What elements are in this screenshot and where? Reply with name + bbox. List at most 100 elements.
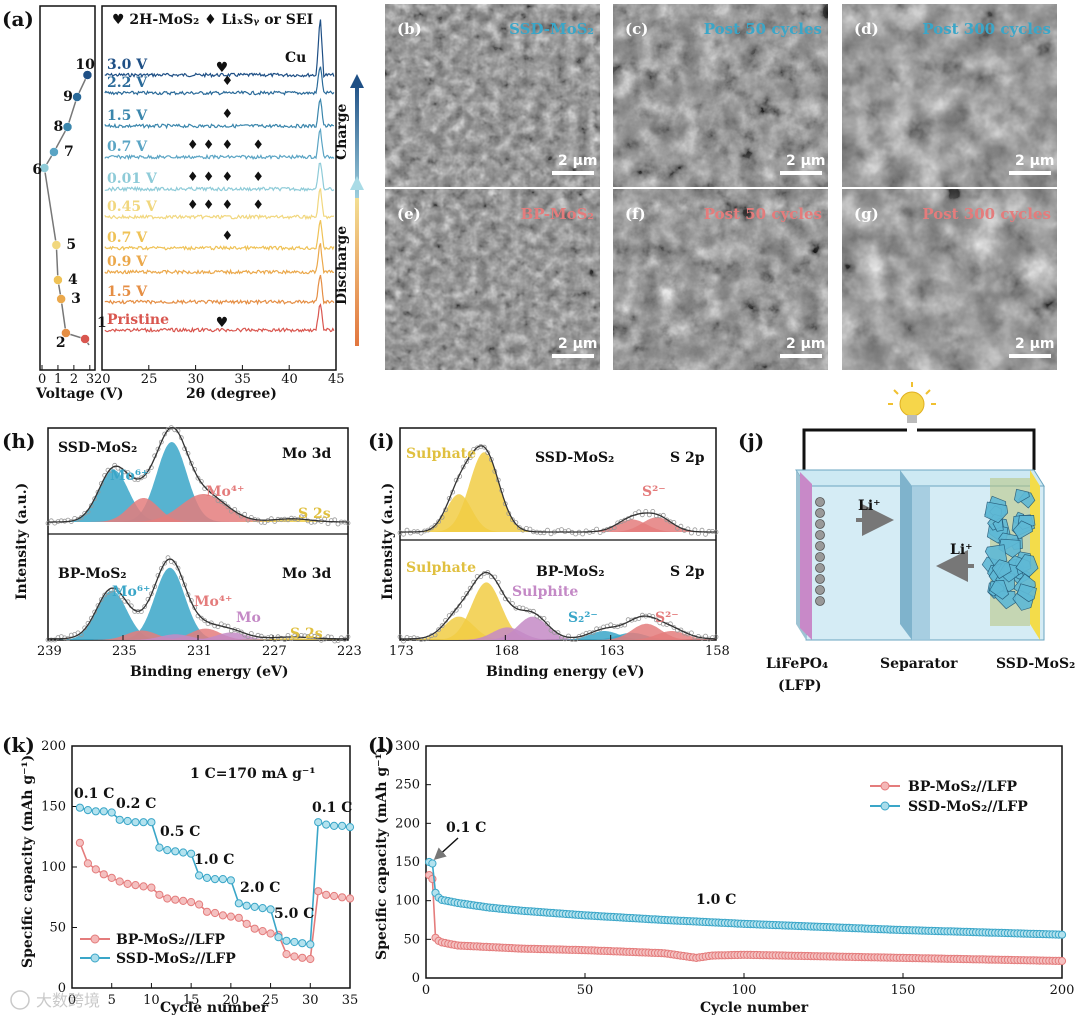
voltage-point-number-10: 10: [75, 57, 95, 73]
xrd-trace-label-0: 3.0 V: [107, 57, 148, 73]
sem-panel-label: (c): [625, 20, 648, 38]
i-bottom-peak-s22: S₂²⁻: [568, 610, 598, 626]
legend-k-ssd: SSD-MoS₂//LFP: [116, 951, 236, 967]
series-point-1: [83, 806, 93, 815]
series-point-1: [75, 803, 85, 812]
xrd-trace-label-4: 0.01 V: [107, 171, 158, 187]
panel-l-axes: 0 50 100 150 200 0 50 100 150 200 250 300: [395, 739, 1074, 998]
separator-label: Separator: [880, 656, 958, 672]
xps-fit-envelope: [48, 558, 348, 640]
diamond-marker: ♦: [203, 170, 215, 185]
series-point-1: [131, 818, 140, 827]
h-top-peak-mo6: Mo⁶⁺: [110, 468, 148, 484]
sem-texture: [385, 4, 600, 187]
voltage-point-number-9: 9: [63, 89, 73, 105]
sem-title: SSD-MoS₂: [509, 20, 594, 38]
series-point-0: [195, 900, 204, 909]
xrd-trace-3: [104, 127, 335, 161]
xps-data-point: [566, 633, 571, 639]
xps-s2p-plots: [397, 443, 719, 644]
xrd-trace-label-9: Pristine: [107, 312, 169, 328]
sem-panel-label: (d): [854, 20, 879, 38]
scale-bar-label: 2 μm: [786, 153, 826, 169]
x-tick-label: 0: [68, 993, 76, 1008]
xps-data-point: [45, 520, 51, 526]
panel-k-ylabel: Specific capacity (mAh g⁻¹): [20, 755, 36, 968]
series-point-1: [155, 843, 164, 852]
series-point-0: [163, 894, 172, 903]
lfp-particle: [815, 574, 825, 584]
mos2-flake: [1014, 488, 1030, 504]
xps-data-point: [58, 518, 64, 524]
series-point-0: [75, 838, 85, 847]
panel-h: (h) SSD-MoS₂ Mo 3d Mo⁶⁺ Mo⁴⁺ S 2s BP-MoS…: [2, 425, 362, 680]
sem-texture: [842, 189, 1057, 370]
xps-peak-component: [48, 628, 348, 640]
diamond-marker: ♦: [252, 138, 264, 153]
xps-peak-component: [48, 498, 348, 522]
voltage-axis-box: [39, 5, 96, 371]
lfp-particle: [815, 596, 825, 606]
xps-data-point: [142, 473, 148, 479]
scale-bar-label: 2 μm: [786, 336, 826, 352]
series-point-1: [250, 902, 259, 912]
voltage-point-number-6: 6: [32, 162, 42, 178]
sem-panel-label: (f): [625, 205, 646, 223]
rate-label-0: 0.1 C: [74, 786, 114, 802]
voltage-tick-label: 1: [54, 372, 62, 387]
series-point-0: [179, 896, 188, 906]
xps-data-point: [464, 459, 470, 464]
series-point-0: [115, 877, 124, 886]
xrd-trace-2: [104, 97, 335, 130]
series-point-0: [131, 881, 140, 890]
series-point-0: [171, 895, 180, 904]
xps-data-point: [292, 633, 298, 639]
xps-data-point: [541, 530, 547, 536]
scale-bar: [780, 354, 822, 358]
xps-data-point: [429, 525, 435, 531]
x-tick-label: 15: [183, 993, 200, 1008]
series-point-1: [1057, 930, 1067, 939]
sem-texture: [613, 189, 828, 370]
i-bottom-peak-s2: S²⁻: [655, 610, 679, 626]
panel-k-rate-labels: 0.1 C 0.2 C 0.5 C 1.0 C 2.0 C 5.0 C 0.1 …: [74, 786, 352, 922]
xps-data-point: [305, 634, 311, 639]
sem-panel-label: (g): [854, 205, 879, 223]
xps-peak-component: [48, 494, 348, 522]
h-top-peak-s2s: S 2s: [298, 506, 331, 522]
voltage-point-7: [49, 147, 59, 157]
mos2-flake: [984, 501, 1009, 524]
series-point-0: [298, 953, 307, 962]
voltage-point-number-3: 3: [71, 291, 81, 307]
xps-data-point: [142, 604, 148, 609]
y-tick-label: 50: [49, 921, 66, 936]
series-point-1: [234, 899, 243, 908]
xps-data-point: [162, 560, 168, 566]
h-top-sample: SSD-MoS₂: [58, 440, 137, 456]
xrd-legend: ♥ 2H-MoS₂ ♦ LiₓSᵧ or SEI: [112, 12, 313, 28]
y-tick-label: 0: [412, 971, 420, 986]
xps-data-point: [145, 468, 151, 474]
sem-panel-label: (e): [397, 205, 421, 223]
sem-image-2: (d) Post 300 cycles 2 μm: [842, 4, 1057, 187]
h-tick-label: 231: [187, 644, 212, 659]
heart-marker: ♥: [216, 60, 229, 76]
scale-bar-label: 2 μm: [558, 336, 598, 352]
series-point-0: [202, 907, 212, 916]
series-point-1: [282, 936, 291, 945]
xrd-trace-label-3: 0.7 V: [107, 139, 148, 155]
watermark: 大数跨境: [10, 990, 100, 1010]
xrd-trace-8: [104, 274, 335, 306]
xrd-trace-label-8: 1.5 V: [107, 284, 148, 300]
series-point-1: [428, 859, 437, 868]
y-tick-label: 150: [41, 800, 66, 815]
voltage-tick-label: 3: [86, 372, 94, 387]
xps-data-point: [218, 499, 224, 505]
diamond-marker: ♦: [252, 170, 264, 185]
series-point-1: [163, 846, 172, 855]
voltage-point-number-2: 2: [56, 335, 66, 351]
xps-data-point: [238, 629, 244, 635]
scale-bar: [1009, 354, 1051, 358]
diamond-marker: ♦: [187, 138, 199, 153]
xrd-tick-label: 45: [328, 372, 345, 387]
